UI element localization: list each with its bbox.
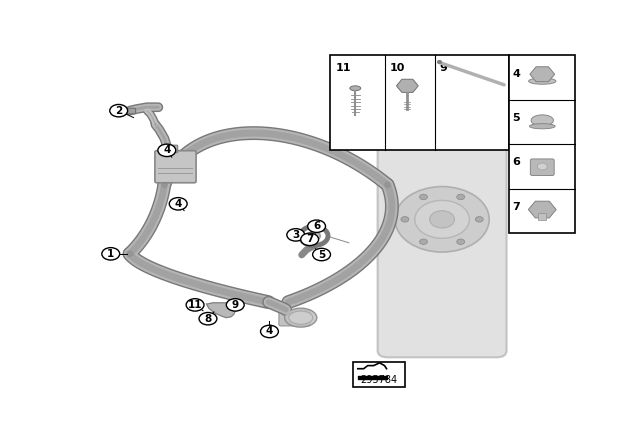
Circle shape [199,313,217,325]
Text: 5: 5 [512,113,520,123]
Circle shape [419,194,428,200]
Bar [509,56,575,233]
Text: 6: 6 [512,157,520,168]
Ellipse shape [289,311,312,324]
Bar [538,213,547,220]
Circle shape [308,220,326,233]
Text: 4: 4 [175,199,182,209]
FancyBboxPatch shape [378,102,507,358]
Text: 4: 4 [266,327,273,336]
Circle shape [227,299,244,311]
Text: 8: 8 [204,314,212,324]
FancyBboxPatch shape [161,145,178,153]
Circle shape [260,325,278,338]
Circle shape [419,239,428,245]
Ellipse shape [529,78,556,84]
Text: 6: 6 [313,221,320,231]
Circle shape [186,299,204,311]
Circle shape [308,232,320,240]
Circle shape [401,216,409,222]
FancyBboxPatch shape [279,310,310,326]
Text: 11: 11 [335,63,351,73]
FancyBboxPatch shape [155,151,196,183]
Circle shape [538,163,547,170]
Text: 7: 7 [306,234,314,244]
Circle shape [158,144,176,156]
Text: 1: 1 [107,249,115,259]
Circle shape [457,239,465,245]
Text: 4: 4 [163,145,170,155]
Ellipse shape [285,308,317,327]
Text: 4: 4 [512,69,520,78]
Circle shape [457,194,465,200]
Text: 11: 11 [188,300,202,310]
Circle shape [415,200,469,238]
Text: 2: 2 [115,106,122,116]
Ellipse shape [350,86,361,90]
Text: 295784: 295784 [360,375,397,385]
Text: 5: 5 [318,250,325,259]
Text: 10: 10 [390,63,405,73]
Text: 9: 9 [232,300,239,310]
Circle shape [301,233,319,246]
Circle shape [476,216,483,222]
Bar [330,56,509,151]
Ellipse shape [529,124,555,129]
Circle shape [102,248,120,260]
Circle shape [312,248,330,261]
Text: 7: 7 [512,202,520,212]
Circle shape [395,186,489,252]
Text: 3: 3 [292,230,300,240]
Ellipse shape [531,115,554,126]
Circle shape [429,211,454,228]
Bar [353,362,405,387]
Circle shape [287,228,305,241]
FancyBboxPatch shape [531,159,554,176]
FancyBboxPatch shape [126,108,136,114]
Text: 9: 9 [440,63,447,73]
Circle shape [110,104,127,117]
Circle shape [169,198,187,210]
Polygon shape [207,303,236,318]
